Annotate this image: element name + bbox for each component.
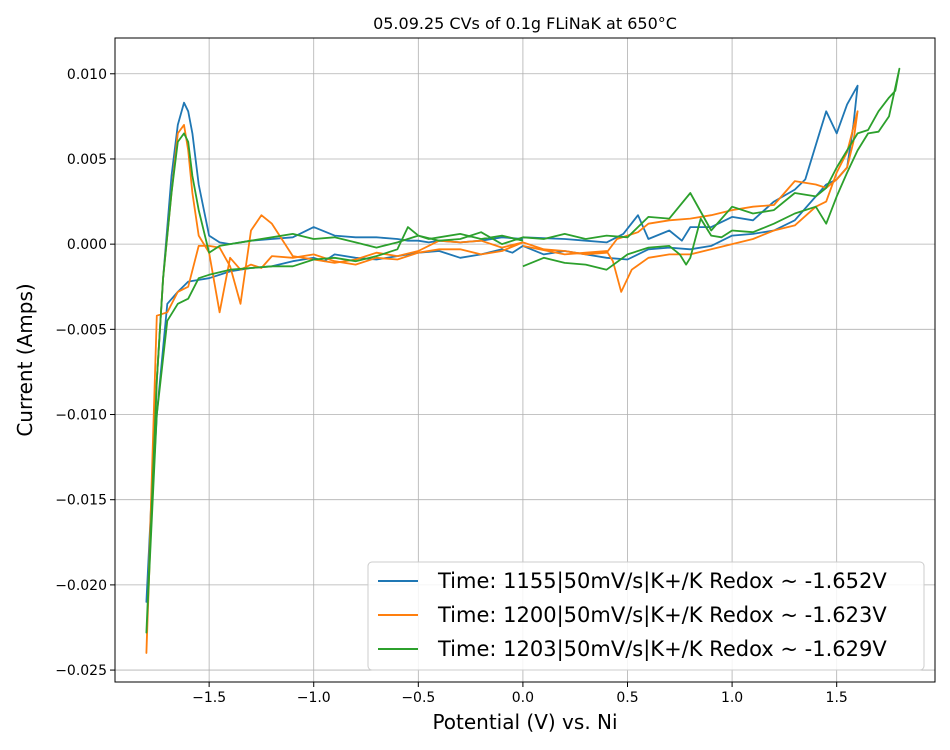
y-tick-label: −0.020 — [55, 578, 107, 594]
series-line-1200 — [145, 110, 859, 654]
x-tick-label: −0.5 — [401, 690, 435, 706]
x-axis: −1.5 −1.0 −0.5 0.0 0.5 1.0 1.5 — [192, 682, 848, 706]
y-tick-label: −0.010 — [55, 408, 107, 424]
y-tick-label: −0.025 — [55, 663, 107, 679]
plot-frame — [114, 37, 936, 683]
x-tick-label: 0.0 — [512, 690, 534, 706]
legend-label-1203: Time: 1203|50mV/s|K+/K Redox ~ -1.629V — [437, 637, 887, 662]
chart-title: 05.09.25 CVs of 0.1g FLiNaK at 650°C — [373, 14, 677, 33]
y-axis-label: Current (Amps) — [13, 283, 37, 436]
y-tick-label: −0.005 — [55, 322, 107, 338]
y-tick-label: 0.010 — [67, 67, 107, 83]
series-group — [145, 67, 901, 654]
legend-label-1155: Time: 1155|50mV/s|K+/K Redox ~ -1.652V — [437, 569, 887, 594]
y-tick-label: −0.015 — [55, 493, 107, 509]
x-tick-label: 1.5 — [826, 690, 848, 706]
legend-box — [367, 561, 925, 671]
x-axis-label: Potential (V) vs. Ni — [432, 710, 617, 734]
series-line-1155 — [145, 84, 859, 603]
y-axis: 0.010 0.005 0.000 −0.005 −0.010 −0.015 −0.020 −… — [55, 67, 115, 679]
series-line-1203 — [145, 67, 901, 634]
x-tick-label: 0.5 — [616, 690, 638, 706]
x-tick-label: −1.5 — [192, 690, 226, 706]
x-tick-label: −1.0 — [297, 690, 331, 706]
y-tick-label: 0.000 — [67, 237, 107, 253]
x-tick-label: 1.0 — [721, 690, 743, 706]
legend-label-1200: Time: 1200|50mV/s|K+/K Redox ~ -1.623V — [437, 603, 887, 628]
legend: Time: 1155|50mV/s|K+/K Redox ~ -1.652V T… — [367, 561, 925, 671]
y-tick-label: 0.005 — [67, 152, 107, 168]
